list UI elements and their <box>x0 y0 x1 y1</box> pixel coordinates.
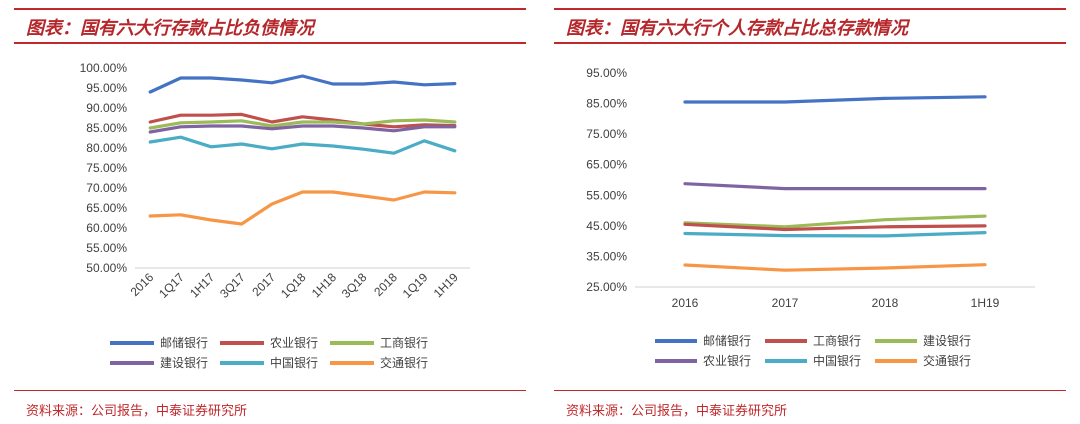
y-tick-label: 65.00% <box>586 158 627 172</box>
x-tick-label: 3Q18 <box>339 270 370 301</box>
x-tick-label: 1Q19 <box>400 270 431 301</box>
y-tick-label: 85.00% <box>86 121 127 135</box>
chart-title: 图表：国有六大行个人存款占比总存款情况 <box>566 18 908 39</box>
y-tick-label: 85.00% <box>586 97 627 111</box>
y-tick-label: 75.00% <box>586 127 627 141</box>
footer-rule <box>554 390 1066 391</box>
x-tick-label: 2016 <box>128 270 157 299</box>
y-tick-label: 45.00% <box>586 219 627 233</box>
legend-label: 交通银行 <box>923 353 971 368</box>
source-note: 资料来源：公司报告，中泰证券研究所 <box>26 404 248 419</box>
footer-rule <box>14 390 526 391</box>
x-tick-label: 2018 <box>872 296 899 310</box>
y-tick-label: 90.00% <box>86 101 127 115</box>
right-line-chart: 25.00% 35.00% 45.00% 55.00% 65.00% 75.00% 85.0… <box>586 66 1035 368</box>
y-tick-label: 50.00% <box>86 261 127 275</box>
y-tick-label: 35.00% <box>586 249 627 263</box>
chart-title: 图表：国有六大行存款占比负债情况 <box>26 18 314 39</box>
y-tick-label: 95.00% <box>586 66 627 80</box>
y-tick-label: 70.00% <box>86 181 127 195</box>
legend-label: 交通银行 <box>380 355 428 370</box>
x-tick-label: 1Q17 <box>156 270 187 301</box>
legend-label: 中国银行 <box>270 355 318 370</box>
y-tick-label: 55.00% <box>86 241 127 255</box>
y-tick-label: 75.00% <box>86 161 127 175</box>
legend-label: 农业银行 <box>270 336 318 350</box>
top-rule <box>14 8 526 10</box>
series-line-工商银行 <box>683 222 987 232</box>
y-tick-label: 80.00% <box>86 141 127 155</box>
series-line-农业银行 <box>683 182 987 191</box>
x-tick-label: 1H17 <box>187 270 217 300</box>
series-line-农业银行 <box>148 112 457 129</box>
x-tick-label: 1H19 <box>431 270 461 300</box>
series-line-工商银行 <box>148 118 457 130</box>
y-tick-label: 100.00% <box>80 61 128 75</box>
legend-label: 工商银行 <box>380 335 428 350</box>
legend-label: 工商银行 <box>813 333 861 348</box>
series-line-建设银行 <box>148 124 457 134</box>
x-tick-label: 3Q17 <box>217 270 248 301</box>
left-line-chart: 50.00% 55.00% 60.00% 65.00% 70.00% 75.00% 80.0… <box>80 61 470 370</box>
x-tick-label: 1Q18 <box>278 270 309 301</box>
legend-label: 建设银行 <box>160 356 208 370</box>
x-tick-label: 2017 <box>249 270 278 299</box>
x-tick-label: 2016 <box>672 296 699 310</box>
legend-label: 建设银行 <box>923 334 971 348</box>
series-line-交通银行 <box>683 263 987 272</box>
y-tick-label: 60.00% <box>86 221 127 235</box>
legend-label: 农业银行 <box>703 354 751 368</box>
y-tick-label: 55.00% <box>586 188 627 202</box>
y-tick-label: 95.00% <box>86 81 127 95</box>
title-underline <box>14 42 526 44</box>
y-tick-label: 65.00% <box>86 201 127 215</box>
series-line-中国银行 <box>148 135 457 155</box>
source-note: 资料来源：公司报告，中泰证券研究所 <box>566 404 788 419</box>
legend-label: 中国银行 <box>813 353 861 368</box>
series-line-邮储银行 <box>683 95 987 104</box>
x-tick-label: 2018 <box>371 270 400 299</box>
title-underline <box>554 42 1066 44</box>
series-line-中国银行 <box>683 231 987 238</box>
right-chart-panel: 图表：国有六大行个人存款占比总存款情况 25.00% 35.00% 45.00% 55… <box>540 0 1080 424</box>
series-line-邮储银行 <box>148 74 457 94</box>
left-chart-panel: 图表：国有六大行存款占比负债情况 50.00% 55.00% 60.00% 65.00… <box>14 8 526 419</box>
x-tick-label: 2017 <box>772 296 799 310</box>
x-tick-label: 1H19 <box>971 296 1000 310</box>
x-tick-label: 1H18 <box>309 270 339 300</box>
legend-label: 邮储银行 <box>703 333 751 348</box>
series-line-交通银行 <box>148 190 457 226</box>
top-rule <box>554 8 1066 10</box>
y-tick-label: 25.00% <box>586 280 627 294</box>
legend-label: 邮储银行 <box>160 335 208 350</box>
series-line-建设银行 <box>683 214 987 229</box>
